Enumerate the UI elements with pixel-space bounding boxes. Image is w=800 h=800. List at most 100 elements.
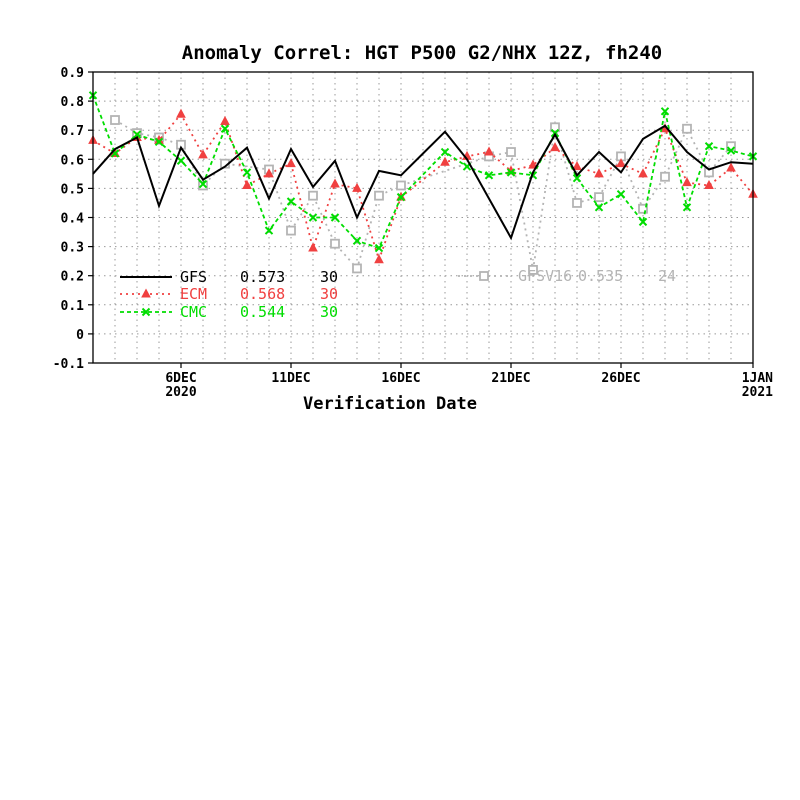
- gfsv16-series-point: [550, 122, 560, 133]
- y-tick-label: 0.9: [61, 66, 84, 81]
- legend-count: 30: [320, 303, 338, 321]
- cmc-series-point: [242, 168, 252, 177]
- cmc-series-point: [506, 168, 516, 177]
- cmc-series-point: [484, 171, 494, 180]
- y-tick-label: 0.4: [61, 212, 85, 227]
- cmc-series-point: [660, 107, 670, 116]
- ecm-series-point: [352, 182, 362, 192]
- gfsv16-series-point: [330, 238, 340, 249]
- ecm-series-point: [594, 168, 604, 178]
- x-tick-label: 26DEC: [601, 371, 640, 386]
- gfsv16-series-point: [572, 198, 582, 208]
- cmc-series-point: [264, 226, 274, 235]
- gfsv16-series-point: [594, 192, 604, 203]
- ecm-series-point: [220, 115, 230, 125]
- legend-cmc-point: [141, 307, 151, 317]
- cmc-series-point: [220, 124, 230, 133]
- axis-labels: -0.1 0 0.1 0.2 0.3 0.4 0.5 0.6 0.7 0.8 0.9 6DEC2020…: [53, 66, 773, 400]
- y-tick-label: 0.7: [61, 124, 84, 139]
- x-tick-label: 21DEC: [491, 371, 530, 386]
- ecm-series-point: [308, 242, 318, 252]
- cmc-series: [88, 91, 758, 253]
- gfsv16-series-point: [352, 263, 362, 274]
- gfsv16-series-point: [396, 180, 406, 191]
- cmc-series-point: [176, 156, 186, 165]
- ecm-series-point: [374, 254, 384, 264]
- y-tick-label: -0.1: [53, 357, 84, 372]
- y-tick-label: 0.6: [61, 153, 85, 168]
- ecm-series-point: [704, 179, 714, 189]
- y-tick-label: 0.8: [61, 95, 85, 110]
- cmc-series-point: [594, 203, 604, 212]
- ecm-series-point: [572, 161, 582, 171]
- gfs-series-line: [92, 124, 754, 241]
- legend-count: 30: [320, 268, 338, 286]
- cmc-series-point: [330, 213, 340, 222]
- cmc-series-point: [572, 174, 582, 183]
- gfsv16-series-point: [682, 123, 692, 134]
- x-tick-year-label: 2021: [742, 385, 773, 400]
- ecm-series-point: [726, 162, 736, 172]
- legend-mean: 0.535: [578, 267, 623, 285]
- ecm-series-point: [242, 179, 252, 189]
- legend-count: 24: [658, 267, 676, 285]
- x-tick-label: 1JAN: [742, 371, 773, 386]
- gfsv16-series-point: [110, 115, 120, 125]
- cmc-series-point: [132, 130, 142, 139]
- cmc-series-point: [352, 236, 362, 245]
- x-tick-year-label: 2020: [165, 385, 196, 400]
- cmc-series-point: [440, 147, 450, 157]
- legend-name: ECM: [180, 285, 207, 303]
- x-tick-label: 6DEC: [165, 371, 196, 386]
- legend-count: 30: [320, 285, 338, 303]
- y-tick-label: 0: [76, 328, 84, 343]
- ecm-series-point: [198, 149, 208, 159]
- gfsv16-series-point: [660, 171, 670, 182]
- ecm-series-point: [484, 146, 494, 156]
- ecm-series-point: [682, 177, 692, 187]
- cmc-series-point: [154, 137, 164, 147]
- legend-entry-gfsv16: GFSV16 0.535 24: [458, 267, 676, 285]
- cmc-series-point: [682, 203, 692, 212]
- ecm-series-point: [330, 178, 340, 188]
- ecm-series-point: [176, 108, 186, 118]
- legend-name: GFSV16: [518, 267, 572, 285]
- legend-mean: 0.544: [240, 303, 285, 321]
- cmc-series-point: [396, 192, 406, 202]
- x-axis-label: Verification Date: [303, 394, 477, 414]
- ecm-series-point: [616, 158, 626, 168]
- ecm-series-point: [286, 158, 296, 168]
- cmc-series-line: [92, 94, 754, 250]
- legend-entry-cmc: CMC 0.544 30: [120, 303, 338, 321]
- gfsv16-series-point: [374, 190, 384, 201]
- gfsv16-series-point: [308, 190, 318, 201]
- x-tick-label: 11DEC: [271, 371, 310, 386]
- legend: GFS 0.573 30 ECM 0.568 30 CMC 0.544 30 GFSV16 0.53…: [120, 267, 676, 321]
- gfsv16-series-point: [528, 264, 538, 275]
- cmc-series-point: [726, 146, 736, 155]
- grid-lines: [93, 72, 753, 363]
- legend-ecm-point: [141, 288, 151, 298]
- gfsv16-series-point: [638, 203, 648, 214]
- ecm-series-point: [638, 168, 648, 178]
- ecm-series-point: [550, 142, 560, 152]
- ecm-series-point: [440, 156, 450, 166]
- gfsv16-series: [110, 115, 736, 275]
- cmc-series-point: [374, 243, 384, 253]
- y-tick-label: 0.2: [61, 270, 84, 285]
- cmc-series-point: [198, 179, 208, 189]
- gfsv16-series-point: [198, 180, 208, 191]
- legend-mean: 0.573: [240, 268, 285, 286]
- cmc-series-point: [638, 217, 648, 227]
- y-tick-label: 0.1: [61, 299, 85, 314]
- x-tick-label: 16DEC: [381, 371, 420, 386]
- legend-mean: 0.568: [240, 285, 285, 303]
- legend-gfsv16-point: [479, 271, 489, 281]
- cmc-series-point: [704, 141, 714, 151]
- y-tick-label: 0.5: [61, 182, 84, 197]
- legend-entry-gfs: GFS 0.573 30: [120, 268, 338, 286]
- legend-name: CMC: [180, 303, 207, 321]
- cmc-series-point: [616, 190, 626, 199]
- cmc-series-point: [308, 213, 318, 222]
